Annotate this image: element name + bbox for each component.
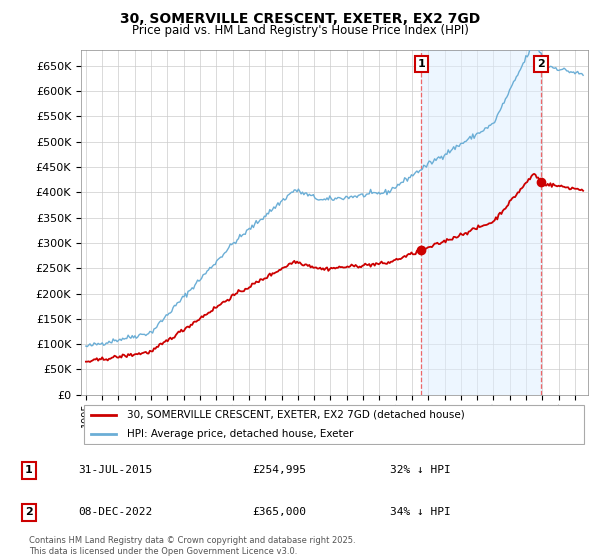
Text: 1: 1 — [418, 59, 425, 69]
Text: £254,995: £254,995 — [252, 465, 306, 475]
Text: HPI: Average price, detached house, Exeter: HPI: Average price, detached house, Exet… — [127, 429, 353, 439]
Text: 2: 2 — [537, 59, 545, 69]
Text: 30, SOMERVILLE CRESCENT, EXETER, EX2 7GD (detached house): 30, SOMERVILLE CRESCENT, EXETER, EX2 7GD… — [127, 409, 464, 419]
Text: 1: 1 — [25, 465, 32, 475]
Text: Contains HM Land Registry data © Crown copyright and database right 2025.
This d: Contains HM Land Registry data © Crown c… — [29, 536, 355, 556]
Text: 31-JUL-2015: 31-JUL-2015 — [78, 465, 152, 475]
Text: 30, SOMERVILLE CRESCENT, EXETER, EX2 7GD: 30, SOMERVILLE CRESCENT, EXETER, EX2 7GD — [120, 12, 480, 26]
Text: £365,000: £365,000 — [252, 507, 306, 517]
Bar — [421, 50, 541, 395]
FancyBboxPatch shape — [83, 405, 584, 444]
Text: 32% ↓ HPI: 32% ↓ HPI — [390, 465, 451, 475]
Text: 2: 2 — [25, 507, 32, 517]
Text: 34% ↓ HPI: 34% ↓ HPI — [390, 507, 451, 517]
Text: Price paid vs. HM Land Registry's House Price Index (HPI): Price paid vs. HM Land Registry's House … — [131, 24, 469, 37]
Text: 08-DEC-2022: 08-DEC-2022 — [78, 507, 152, 517]
